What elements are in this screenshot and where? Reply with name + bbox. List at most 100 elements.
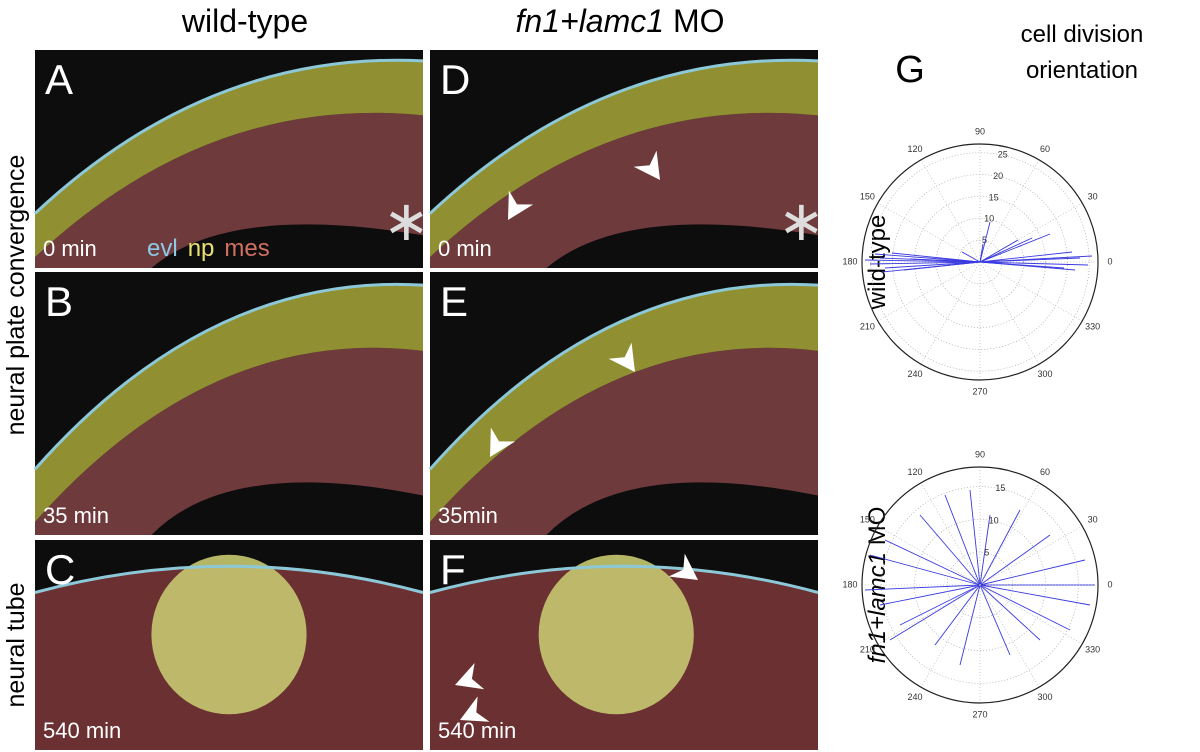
angle-tick-label: 60 [1040,467,1050,477]
panel-letter: F [440,546,466,593]
radial-grid [881,486,1079,684]
radial-tick-label: 5 [982,235,987,245]
radial-tick-label: 10 [984,214,994,224]
column-header: fn1+lamc1 MO [516,3,725,39]
polar-frame [861,143,1099,381]
row-label: neural plate convergence [2,155,30,436]
micrograph-panel: D 0 min ∗ [428,50,825,268]
panel-letter: C [45,546,75,593]
micrograph-panel: F 540 min [429,540,819,750]
angle-tick-label: 330 [1085,644,1100,654]
time-label: 0 min [43,236,97,261]
column-header: wild-type [181,3,308,39]
polar-row-label: wild-type [864,215,891,311]
arrowhead [633,150,660,180]
angle-tick-label: 30 [1088,514,1098,524]
radial-grid [946,551,1014,619]
angle-tick-label: 270 [972,386,987,396]
angle-tick-label: 120 [907,144,922,154]
angle-tick-label: 300 [1037,692,1052,702]
legend-entry: evl [147,235,178,262]
neural-tube [538,554,694,715]
angle-tick-label: 180 [842,579,857,589]
angle-tick-label: 210 [860,321,875,331]
micrograph-panel: B 35 min [33,272,424,535]
row-label: neural tube [2,582,30,707]
angle-tick-label: 150 [860,191,875,201]
asterisk: ∗ [778,189,825,252]
mesoderm [35,112,423,268]
neural-plate [35,284,423,522]
arrowhead [668,553,698,580]
angle-tick-label: 240 [907,369,922,379]
time-label: 35 min [43,503,109,528]
radial-grid [870,152,1090,372]
arrowhead [608,342,635,372]
angle-spoke [979,482,1040,586]
angle-spoke [979,584,1040,688]
neural-tube [151,554,307,715]
radial-tick-label: 25 [998,150,1008,160]
column-header-italic: fn1+lamc1 [516,3,665,39]
micrograph-panel: A 0 min evl np mes ∗ [33,50,430,268]
neural-plate [430,284,818,522]
radial-tick-label: 15 [989,192,999,202]
radial-tick-label: 20 [993,171,1003,181]
angle-tick-label: 180 [842,256,857,266]
neural-plate [35,60,423,258]
legend-entry: mes [224,235,269,262]
evl [34,564,424,594]
panel-letter: E [440,278,468,325]
radial-tick-label: 5 [984,547,989,557]
panel-letter: B [45,278,73,325]
panel-letter: A [45,56,73,103]
polar-frame [861,466,1099,704]
angle-tick-label: 60 [1040,144,1050,154]
angle-tick-label: 90 [975,126,985,136]
arrowhead [455,662,485,690]
time-label: 540 min [43,718,121,743]
polar-title: orientation [1026,57,1138,84]
radial-grid [914,196,1046,328]
evl [33,282,424,471]
asterisk: ∗ [383,189,430,252]
evl [428,282,819,471]
angle-tick-label: 270 [972,709,987,719]
mesoderm [430,347,818,535]
evl [33,58,424,215]
angle-spoke [920,261,981,365]
angle-tick-label: 120 [907,467,922,477]
time-label: 35min [438,503,498,528]
time-label: 540 min [438,718,516,743]
angle-tick-label: 330 [1085,321,1100,331]
radial-grid [914,519,1046,651]
legend: evl np mes [147,235,270,262]
radial-tick-label: 10 [989,515,999,525]
arrowhead [508,190,534,220]
arrowhead [490,427,516,457]
angle-spoke [979,261,1040,365]
division-arrows [864,489,1095,666]
angle-tick-label: 150 [860,514,875,524]
mesoderm [430,112,818,268]
legend-entry: np [188,235,215,262]
division-arrows [864,221,1093,273]
radial-tick-label: 15 [995,483,1005,493]
angle-tick-label: 240 [907,692,922,702]
polar-row-label: fn1+lamc1 MO [864,507,891,664]
angle-tick-label: 300 [1037,369,1052,379]
polar-title: cell division [1021,21,1144,48]
angle-spoke [877,525,981,586]
angle-tick-label: 0 [1107,256,1112,266]
column-header-rest: MO [673,3,725,39]
time-label: 0 min [438,236,492,261]
evl [429,564,819,594]
angle-tick-label: 210 [860,644,875,654]
angle-tick-label: 90 [975,449,985,459]
mesoderm [35,347,423,535]
micrograph-panel: E 35min [428,272,819,535]
